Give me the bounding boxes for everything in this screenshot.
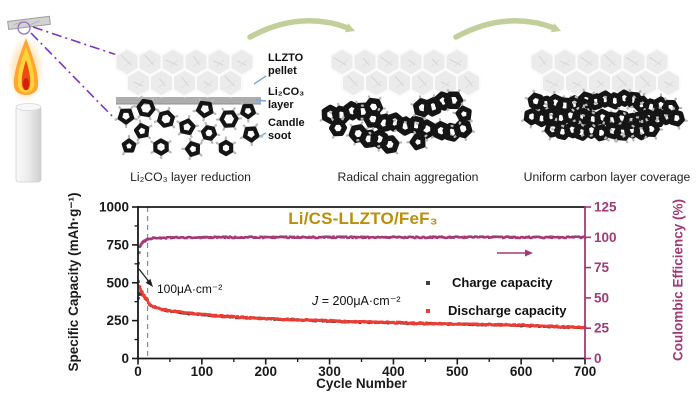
y-left-tick-label: 0 <box>121 351 129 366</box>
annotation-current-density: J = 200μA·cm⁻² <box>312 293 400 308</box>
y-right-tick-label: 75 <box>594 260 610 275</box>
llzto-pellet-panel-3 <box>529 47 681 98</box>
label-llzto-pellet: LLZTO pellet <box>268 52 303 78</box>
zoom-leader-lines <box>30 26 121 119</box>
y-left-tick-label: 750 <box>106 237 129 252</box>
label-soot-line2: soot <box>268 130 292 143</box>
y-axis-right: 0 25 50 75 100 125 <box>585 200 617 366</box>
llzto-pellet-panel-2 <box>329 47 481 98</box>
step-caption-2: Radical chain aggregation <box>337 170 479 184</box>
annotation-j-value: = 200μA·cm⁻² <box>318 294 401 308</box>
label-li2co3-line2: layer <box>268 99 294 112</box>
step-caption-3: Uniform carbon layer coverage <box>523 170 691 184</box>
candle-body <box>15 105 42 183</box>
llzto-pellet-icon <box>7 15 51 30</box>
annotation-rate-100: 100μA·cm⁻² <box>157 282 223 296</box>
y-axis-label-right: Coulombic Efficiency (%) <box>670 198 686 362</box>
candle-soot-molecules-panel-1 <box>114 95 263 161</box>
flame-glow <box>8 37 44 103</box>
y-axis-label-left: Specific Capacity (mAh·g⁻¹) <box>66 192 81 372</box>
rate-annotation-arrow <box>138 268 153 287</box>
llzto-pellet-panel-1 <box>114 47 255 98</box>
y-left-tick-label: 1000 <box>99 200 129 215</box>
label-leader-lines <box>251 75 267 142</box>
uniform-carbon-layer-panel-3 <box>520 88 688 144</box>
y-right-tick-label: 25 <box>594 321 610 336</box>
y-axis-left: 0 250 500 750 1000 <box>99 200 138 366</box>
legend-label-charge: Charge capacity <box>452 275 553 290</box>
annotation-j-symbol: J <box>312 294 319 308</box>
series-coulombic-efficiency <box>137 235 587 265</box>
legend-marker-charge <box>426 281 430 285</box>
li2co3-layer-bar <box>116 97 261 104</box>
label-li2co3-line1: Li₂CO₃ <box>268 86 305 98</box>
aggregated-radical-chains-panel-2 <box>319 89 476 155</box>
chart-title: Li/CS-LLZTO/FeF₃ <box>288 209 438 228</box>
label-soot-line1: Candle <box>268 117 305 129</box>
step-caption-1: Li₂CO₃ layer reduction <box>130 170 251 184</box>
label-candle-soot: Candle soot <box>268 117 305 143</box>
label-llzto-line1: LLZTO <box>268 52 304 64</box>
legend-marker-discharge <box>426 309 430 313</box>
y-right-tick-label: 50 <box>594 290 609 305</box>
magnifier-circle <box>17 21 31 35</box>
candle-icon <box>8 37 44 183</box>
reaction-arrow-2 <box>453 18 561 40</box>
y-left-tick-label: 250 <box>106 313 129 328</box>
legend-label-discharge: Discharge capacity <box>448 303 567 318</box>
x-axis-label: Cycle Number <box>316 376 407 391</box>
y-right-tick-label: 100 <box>594 230 617 245</box>
label-llzto-line2: pellet <box>268 65 297 78</box>
label-li2co3-layer: Li₂CO₃ layer <box>268 86 304 112</box>
y-right-tick-label: 125 <box>594 200 617 215</box>
reaction-arrow-1 <box>247 18 355 40</box>
flame-icon <box>13 38 39 95</box>
ce-direction-arrow <box>497 249 533 257</box>
y-left-tick-label: 500 <box>106 275 129 290</box>
y-right-tick-label: 0 <box>594 351 602 366</box>
